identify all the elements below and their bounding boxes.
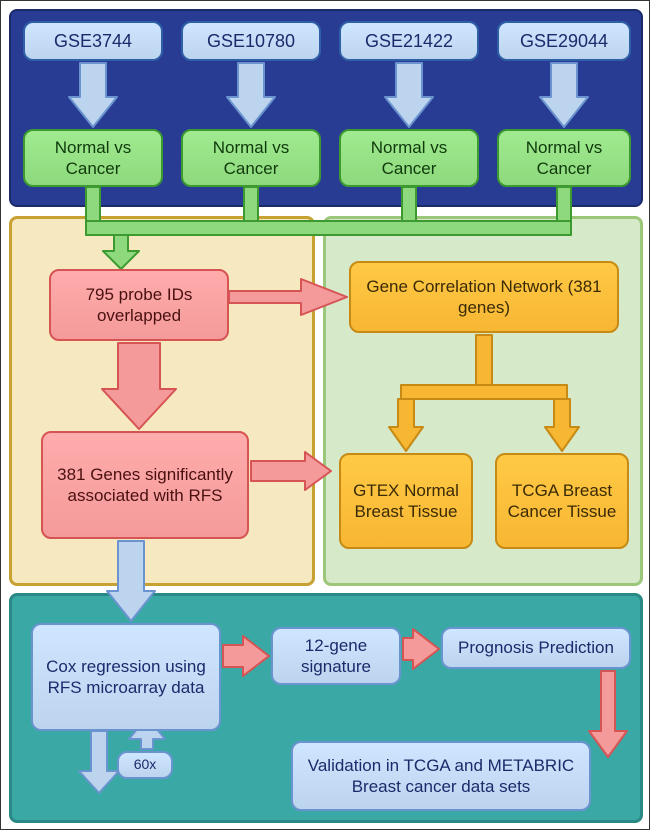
node-795-probe-ids: 795 probe IDs overlapped (49, 269, 229, 341)
node-normal-vs-cancer-3: Normal vs Cancer (339, 129, 479, 187)
label: GSE29044 (520, 30, 608, 53)
label: Normal vs Cancer (347, 137, 471, 180)
node-prognosis-prediction: Prognosis Prediction (441, 627, 631, 669)
label: Normal vs Cancer (31, 137, 155, 180)
node-12-gene-signature: 12-gene signature (271, 627, 401, 685)
label: 60x (134, 756, 157, 774)
node-normal-vs-cancer-2: Normal vs Cancer (181, 129, 321, 187)
diagram-canvas: GSE3744 GSE10780 GSE21422 GSE29044 Norma… (0, 0, 650, 830)
label: GSE3744 (54, 30, 132, 53)
node-381-genes-rfs: 381 Genes significantly associated with … (41, 431, 249, 539)
label: 381 Genes significantly associated with … (49, 464, 241, 507)
label: GTEX Normal Breast Tissue (347, 480, 465, 523)
node-normal-vs-cancer-1: Normal vs Cancer (23, 129, 163, 187)
node-cox-regression: Cox regression using RFS microarray data (31, 623, 221, 731)
node-tcga-cancer: TCGA Breast Cancer Tissue (495, 453, 629, 549)
label: Cox regression using RFS microarray data (39, 656, 213, 699)
node-gene-correlation-network: Gene Correlation Network (381 genes) (349, 261, 619, 333)
label: GSE10780 (207, 30, 295, 53)
label: TCGA Breast Cancer Tissue (503, 480, 621, 523)
node-gtex-normal: GTEX Normal Breast Tissue (339, 453, 473, 549)
node-gse21422: GSE21422 (339, 21, 479, 61)
node-gse10780: GSE10780 (181, 21, 321, 61)
label: GSE21422 (365, 30, 453, 53)
label: 795 probe IDs overlapped (57, 284, 221, 327)
node-validation: Validation in TCGA and METABRIC Breast c… (291, 741, 591, 811)
node-60x-loop: 60x (117, 751, 173, 779)
label: Gene Correlation Network (381 genes) (357, 276, 611, 319)
node-gse3744: GSE3744 (23, 21, 163, 61)
label: Normal vs Cancer (505, 137, 623, 180)
label: Prognosis Prediction (458, 637, 614, 658)
label: Validation in TCGA and METABRIC Breast c… (299, 755, 583, 798)
node-gse29044: GSE29044 (497, 21, 631, 61)
node-normal-vs-cancer-4: Normal vs Cancer (497, 129, 631, 187)
label: 12-gene signature (279, 635, 393, 678)
label: Normal vs Cancer (189, 137, 313, 180)
